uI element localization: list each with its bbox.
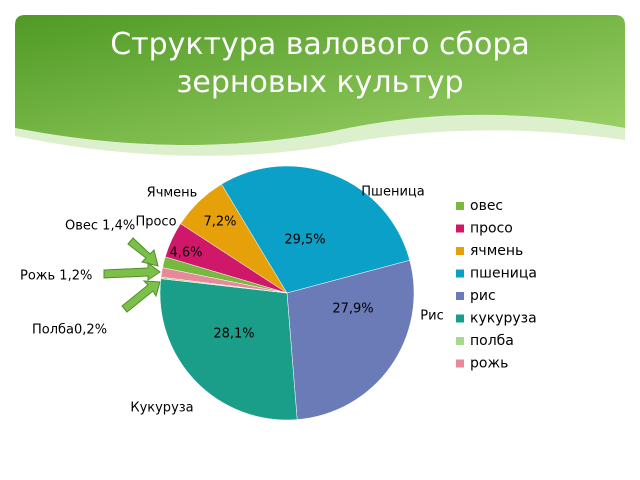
slice-label: Пшеница (361, 185, 424, 200)
legend-swatch (456, 314, 464, 323)
legend-swatch (456, 337, 464, 345)
legend-swatch (456, 247, 464, 255)
legend-swatch (456, 269, 464, 278)
legend-swatch (456, 359, 464, 368)
legend-swatch (456, 292, 464, 300)
data-label: Овес 1,4% (65, 219, 135, 234)
legend-label: овес (470, 198, 503, 214)
header-band (15, 15, 625, 146)
arrow (103, 262, 161, 281)
header-wave (15, 114, 625, 156)
legend-label: пшеница (470, 266, 537, 282)
legend-swatch (456, 224, 464, 233)
slice-label: Кукуруза (130, 401, 193, 416)
data-label: 4,6% (169, 246, 202, 261)
legend-swatch (456, 202, 464, 210)
data-label: 28,1% (213, 327, 254, 342)
slice-label: Ячмень (147, 186, 198, 201)
legend-label: ячмень (470, 243, 523, 259)
data-label: 27,9% (332, 302, 373, 317)
data-label: Рожь 1,2% (20, 269, 92, 284)
chart-title: Структура валового сбора зерновых культу… (110, 27, 530, 100)
legend-label: рожь (470, 356, 508, 372)
legend-label: рис (470, 288, 496, 304)
data-label: 7,2% (203, 215, 236, 230)
arrow (121, 280, 161, 313)
legend-label: кукуруза (470, 311, 537, 327)
arrows (103, 237, 161, 313)
data-label: Полба0,2% (32, 323, 107, 338)
pie-slice (286, 259, 415, 420)
legend-label: полба (470, 333, 514, 349)
legend-label: просо (470, 221, 513, 237)
pie-slice (159, 278, 298, 421)
data-label: 29,5% (284, 233, 325, 248)
pie-slice (221, 165, 411, 294)
arrow (127, 237, 159, 267)
slice-label: Просо (135, 215, 176, 230)
pie-slice (160, 267, 288, 294)
slice-label: Рис (420, 309, 443, 324)
